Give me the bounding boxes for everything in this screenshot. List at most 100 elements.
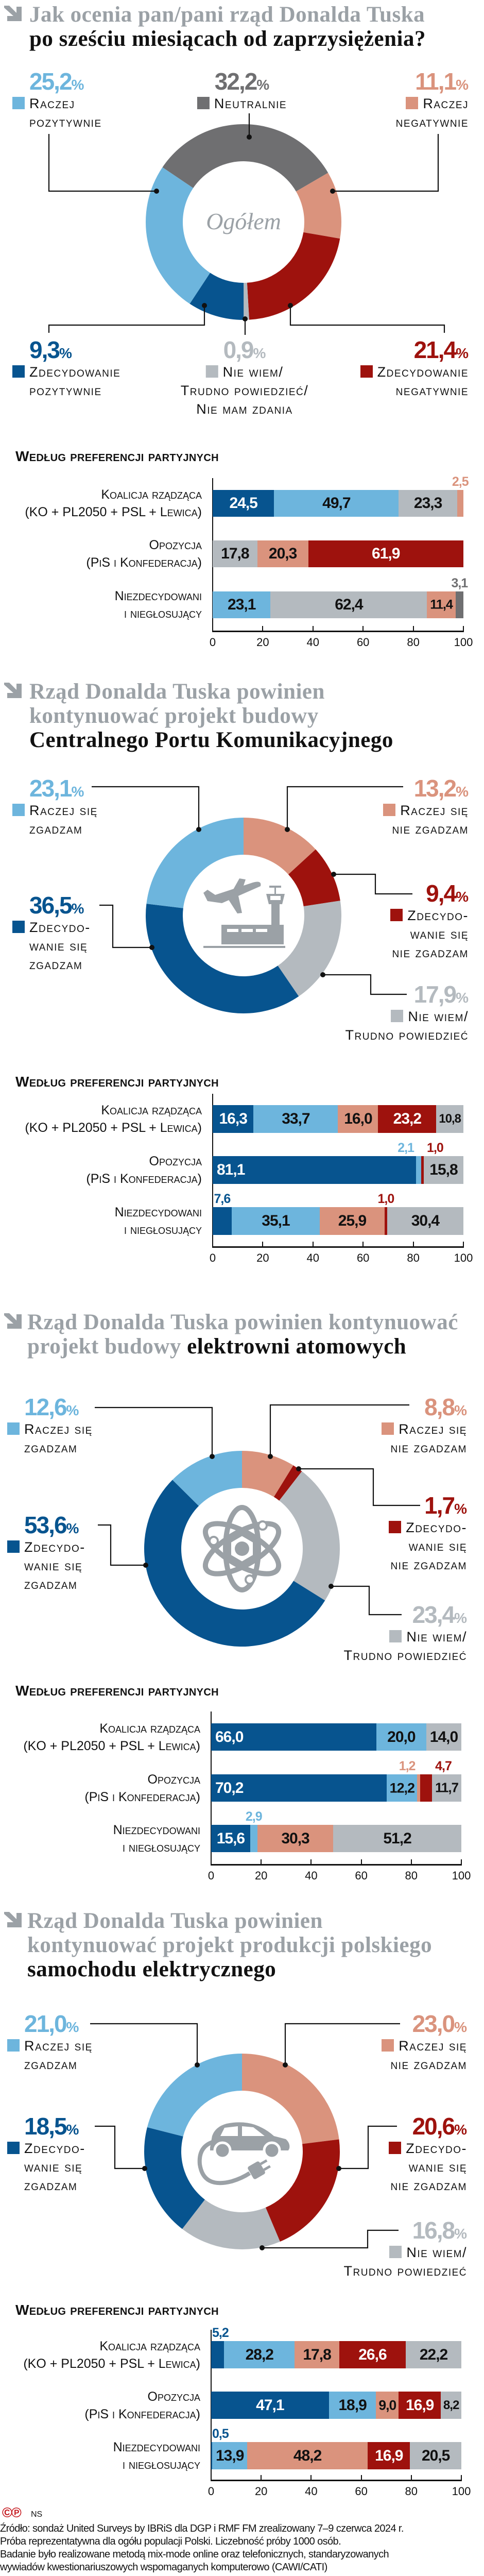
stacked-bar: 24,5 49,7 23,3 bbox=[213, 490, 463, 517]
bar-segment: 25,9 bbox=[319, 1207, 385, 1235]
bar-value-label: 20,3 bbox=[268, 545, 297, 562]
title-text: Jak ocenia pan/pani rząd Donalda Tuska bbox=[29, 3, 425, 27]
category-label-line: (PiS i Konfederacja) bbox=[84, 1789, 200, 1804]
slice-legend-line: zgadzam bbox=[7, 2176, 85, 2195]
bar-segment: 16,9 bbox=[399, 2392, 441, 2419]
bar-segment bbox=[211, 2442, 213, 2469]
percent-sign: % bbox=[454, 2019, 467, 2035]
donut-slice bbox=[172, 1451, 242, 1506]
slice-label: 36,5% Zdecydo-wanie się zgadzam bbox=[12, 892, 91, 974]
leader-dot bbox=[268, 1454, 273, 1459]
slice-legend-line: negatywnie bbox=[360, 381, 469, 400]
bar-value-label: 16,9 bbox=[405, 2396, 434, 2414]
slice-legend-line: nie zgadzam bbox=[390, 943, 469, 962]
legend-swatch bbox=[382, 2039, 394, 2052]
bar-value-label: 17,8 bbox=[303, 2346, 331, 2363]
leader-dot bbox=[331, 872, 336, 877]
x-tick bbox=[312, 1242, 314, 1247]
bar-segment: 18,9 bbox=[329, 2392, 376, 2419]
bar-segment: 15,6 bbox=[211, 1825, 250, 1852]
title-line: kontynuować projekt produkcji polskiego bbox=[27, 1933, 432, 1957]
legend-text: Trudno powiedzieć bbox=[343, 1648, 467, 1663]
percent-sign: % bbox=[59, 345, 72, 361]
category-label-line: Niezdecydowani bbox=[114, 1205, 202, 1219]
legend-swatch bbox=[389, 1630, 402, 1642]
legend-swatch bbox=[382, 1422, 394, 1435]
category-label-line: (KO + PL2050 + PSL + Lewica) bbox=[23, 2356, 200, 2371]
leader-dot bbox=[283, 2062, 288, 2067]
donut-slice bbox=[242, 2054, 339, 2144]
bar-value-label: 18,9 bbox=[338, 2396, 367, 2414]
title-text: elektrowni atomowych bbox=[187, 1334, 407, 1359]
donut-slice bbox=[273, 1465, 302, 1501]
slice-legend-line: Raczej bbox=[396, 94, 469, 113]
slice-label: 25,2% Raczej pozytywnie bbox=[12, 69, 102, 131]
slice-value: 9,3% bbox=[12, 337, 120, 363]
slice-value-number: 20,6 bbox=[412, 2113, 456, 2140]
bar-value-label: 23,2 bbox=[393, 1110, 422, 1127]
x-tick-label: 40 bbox=[306, 1251, 320, 1264]
category-label: Niezdecydowani i niegłosujący bbox=[6, 587, 202, 622]
slice-value-number: 23,0 bbox=[412, 2010, 456, 2037]
bar-value-label: 25,9 bbox=[338, 1212, 367, 1229]
stacked-bar: 81,1 15,8 bbox=[213, 1156, 463, 1184]
slice-label: 11,1% Raczej negatywnie bbox=[396, 69, 469, 131]
bar-segment: 23,2 bbox=[378, 1105, 437, 1133]
bar-value-label-outside: 2,9 bbox=[245, 1809, 263, 1824]
percent-sign: % bbox=[454, 2122, 467, 2138]
x-tick-label: 0 bbox=[209, 636, 216, 649]
x-tick-label: 60 bbox=[356, 1251, 370, 1264]
slice-legend-line: Zdecydowanie bbox=[12, 363, 120, 381]
x-tick-label: 20 bbox=[256, 636, 269, 649]
x-tick-label: 60 bbox=[355, 1869, 368, 1882]
bar-segment: 49,7 bbox=[274, 490, 399, 517]
x-tick bbox=[461, 2475, 462, 2480]
x-tick-label: 100 bbox=[452, 2485, 471, 2498]
x-tick-label: 60 bbox=[356, 636, 370, 649]
arrow-icon bbox=[4, 1313, 22, 1329]
bar-value-label-outside: 0,5 bbox=[212, 2427, 229, 2441]
percent-sign: % bbox=[66, 1520, 79, 1536]
donut-slice bbox=[288, 849, 340, 907]
category-label-line: (KO + PL2050 + PSL + Lewica) bbox=[23, 1738, 200, 1753]
bar-value-label: 28,2 bbox=[245, 2346, 274, 2363]
leader-dot bbox=[296, 1466, 301, 1471]
category-label: Opozycja (PiS i Konfederacja) bbox=[5, 1771, 200, 1806]
bar-value-label: 24,5 bbox=[229, 495, 257, 512]
center-label-text: Ogółem bbox=[206, 208, 281, 234]
slice-value: 23,1% bbox=[12, 775, 98, 801]
bar-segment: 12,2 bbox=[387, 1774, 418, 1802]
percent-sign: % bbox=[71, 901, 84, 917]
legend-text: Nie wiem/ bbox=[222, 364, 284, 380]
leader-line bbox=[95, 2125, 145, 2170]
x-tick-label: 0 bbox=[208, 2485, 215, 2498]
bar-segment: 17,8 bbox=[213, 540, 257, 567]
bar-value-label: 20,0 bbox=[387, 1728, 416, 1745]
title-text: po sześciu miesiącach od zaprzysiężenia? bbox=[29, 27, 426, 51]
donut-slice bbox=[242, 1451, 293, 1497]
legend-swatch bbox=[12, 921, 25, 933]
category-label: Opozycja (PiS i Konfederacja) bbox=[6, 1153, 202, 1188]
slice-value: 20,6% bbox=[389, 2113, 467, 2139]
slice-legend-line: wanie się bbox=[389, 1537, 467, 1555]
slice-legend-line: Zdecydo- bbox=[389, 2139, 467, 2158]
x-tick bbox=[312, 626, 314, 631]
legend-text: negatywnie bbox=[395, 114, 469, 130]
bar-value-label: 11,7 bbox=[435, 1781, 459, 1795]
slice-legend-line: Nie wiem/ bbox=[344, 1628, 468, 1646]
leader-dot bbox=[320, 972, 325, 977]
bar-value-label: 22,2 bbox=[419, 2346, 448, 2363]
slice-legend-line: zgadzam bbox=[7, 1575, 85, 1594]
slice-legend-line: wanie się bbox=[7, 1556, 85, 1575]
slice-legend-line: Trudno powiedzieć bbox=[344, 2262, 468, 2280]
legend-text: negatywnie bbox=[395, 383, 469, 398]
slice-label: 17,9% Nie wiem/Trudno powiedzieć bbox=[345, 981, 469, 1044]
bar-value-label-outside: 3,1 bbox=[451, 576, 468, 590]
slice-label: 9,4% Zdecydo-wanie się nie zgadzam bbox=[390, 880, 469, 962]
leader-dot bbox=[247, 134, 252, 140]
legend-text: zgadzam bbox=[24, 2057, 78, 2072]
bar-segment: 81,1 bbox=[213, 1156, 416, 1184]
leader-line bbox=[269, 1404, 409, 1456]
donut-slice bbox=[189, 273, 244, 320]
